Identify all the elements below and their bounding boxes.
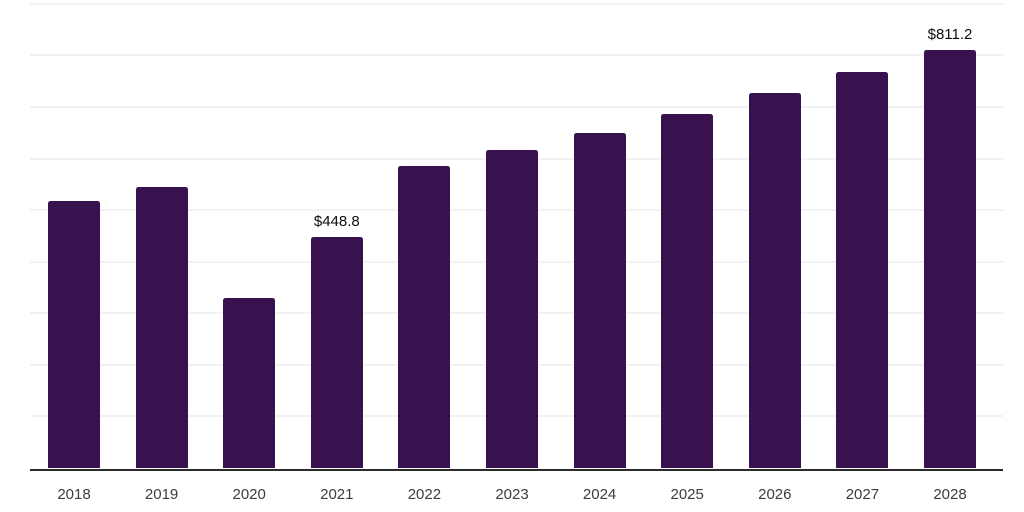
x-tick-label-2024: 2024 [582, 486, 617, 503]
x-tick-label-2019: 2019 [144, 486, 179, 503]
bar-2020 [223, 297, 276, 468]
x-tick-label-2027: 2027 [845, 486, 880, 503]
x-tick-label-2021: 2021 [320, 486, 354, 503]
bar-2022 [398, 165, 451, 468]
gridline-900 [30, 2, 1003, 5]
x-tick-label-2026: 2026 [758, 486, 792, 503]
x-axis-line [30, 469, 1003, 471]
x-tick-label-2022: 2022 [407, 486, 442, 503]
bar-2028 [924, 49, 976, 468]
bar-2027 [836, 72, 889, 468]
bar-2026 [748, 92, 801, 468]
bar-2024 [573, 133, 626, 468]
x-tick-label-2018: 2018 [57, 486, 91, 503]
bar-2025 [661, 113, 714, 468]
gridline-700 [30, 106, 1003, 108]
gridline-800 [30, 54, 1003, 57]
bar-2019 [135, 187, 188, 468]
x-tick-label-2028: 2028 [933, 486, 967, 503]
x-tick-label-2025: 2025 [670, 486, 704, 503]
value-label-2021: $448.8 [313, 212, 360, 230]
bar-2021 [310, 236, 363, 468]
value-label-2028: $811.2 [927, 25, 973, 43]
x-tick-label-2020: 2020 [232, 486, 266, 503]
bar-2023 [486, 150, 538, 468]
x-tick-label-2023: 2023 [495, 486, 529, 503]
bar-2018 [48, 200, 100, 468]
